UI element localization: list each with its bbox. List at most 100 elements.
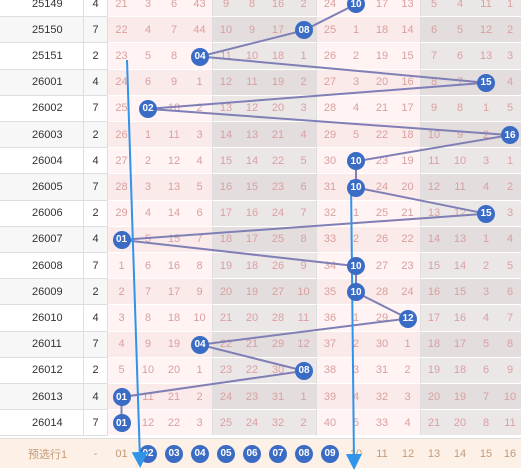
draw-ball[interactable]: 08: [295, 361, 313, 380]
number-cell: 23: [108, 43, 135, 70]
preselect-ball[interactable]: 06: [243, 444, 261, 463]
number-cell: 14: [421, 226, 447, 253]
number-cell: 18: [395, 122, 421, 149]
number-cell: 11: [239, 69, 265, 96]
preselect-cell[interactable]: 09: [317, 438, 343, 468]
issue-count: 7: [83, 174, 108, 201]
draw-ball[interactable]: 15: [477, 204, 495, 223]
draw-ball[interactable]: 08: [295, 21, 313, 40]
preselect-cell[interactable]: 01: [108, 438, 135, 468]
number-cell: 30: [369, 331, 395, 358]
number-cell: 3: [187, 410, 213, 437]
number-cell: 40: [317, 410, 343, 437]
draw-ball[interactable]: 10: [347, 283, 365, 302]
number-cell: 13: [213, 95, 239, 122]
number-cell: 1: [187, 69, 213, 96]
preselect-cell[interactable]: 14: [447, 438, 473, 468]
number-cell: 5: [291, 148, 317, 175]
number-cell: 10: [239, 43, 265, 70]
number-cell: 37: [317, 331, 343, 358]
preselect-cell[interactable]: 08: [291, 438, 317, 468]
number-cell: 21: [395, 200, 421, 227]
preselect-number[interactable]: 14: [453, 447, 467, 460]
draw-ball[interactable]: 10: [347, 178, 365, 197]
draw-ball[interactable]: 01: [112, 388, 131, 407]
preselect-cell[interactable]: 15: [473, 438, 499, 468]
draw-ball[interactable]: 16: [501, 126, 519, 145]
preselect-cell[interactable]: 13: [421, 438, 447, 468]
preselect-ball[interactable]: 05: [217, 444, 235, 463]
issue-number: 26008: [0, 253, 83, 280]
preselect-label: 预选行1: [0, 438, 83, 468]
number-cell: 15: [447, 279, 473, 306]
preselect-number[interactable]: 13: [427, 447, 441, 460]
draw-ball[interactable]: 10: [347, 257, 365, 276]
preselect-cell[interactable]: 07: [265, 438, 291, 468]
number-cell: 2: [108, 279, 135, 306]
number-cell: 3: [343, 357, 369, 384]
issue-count: 4: [83, 69, 108, 96]
number-cell: 7: [473, 384, 499, 411]
number-cell: 2: [343, 226, 369, 253]
number-cell: 5: [135, 226, 161, 253]
preselect-ball[interactable]: 09: [321, 444, 339, 463]
preselect-ball[interactable]: 02: [139, 444, 157, 463]
number-cell: 29: [108, 200, 135, 227]
number-cell: 8: [499, 331, 521, 358]
draw-ball[interactable]: 12: [399, 309, 417, 328]
number-cell: 27: [265, 279, 291, 306]
preselect-cell[interactable]: 12: [395, 438, 421, 468]
number-cell: 9: [291, 253, 317, 280]
issue-number: 26012: [0, 357, 83, 384]
preselect-cell[interactable]: 11: [369, 438, 395, 468]
number-cell: 4: [499, 69, 521, 96]
draw-ball[interactable]: 01: [112, 230, 131, 249]
issue-count: 7: [83, 253, 108, 280]
number-cell: 8: [187, 253, 213, 280]
preselect-number[interactable]: 01: [115, 447, 128, 460]
draw-ball[interactable]: 01: [112, 414, 131, 433]
preselect-cell[interactable]: 06: [239, 438, 265, 468]
preselect-ball[interactable]: 08: [295, 444, 313, 463]
preselect-number[interactable]: 10: [349, 447, 363, 460]
number-cell: 11: [161, 122, 187, 149]
preselect-number[interactable]: 12: [401, 447, 415, 460]
number-cell: 17: [395, 95, 421, 122]
preselect-number[interactable]: 11: [376, 447, 388, 460]
number-cell: 19: [447, 384, 473, 411]
preselect-ball[interactable]: 07: [269, 444, 287, 463]
number-cell: 3: [187, 122, 213, 149]
draw-ball[interactable]: 04: [191, 335, 209, 354]
number-cell: 27: [369, 253, 395, 280]
issue-number: 26011: [0, 331, 83, 358]
number-cell: 5: [499, 95, 521, 122]
number-cell: 15: [213, 148, 239, 175]
issue-count: 4: [83, 148, 108, 175]
number-cell: 2: [499, 17, 521, 44]
number-cell: 14: [395, 17, 421, 44]
draw-ball[interactable]: 10: [347, 0, 365, 14]
draw-ball[interactable]: 10: [347, 152, 365, 171]
preselect-cell[interactable]: 16: [499, 438, 521, 468]
number-cell: 19: [265, 69, 291, 96]
number-cell: 2: [135, 148, 161, 175]
number-cell: 24: [213, 384, 239, 411]
number-cell: 2: [499, 174, 521, 201]
draw-ball[interactable]: 02: [139, 99, 157, 118]
preselect-cell[interactable]: 03: [161, 438, 187, 468]
preselect-number[interactable]: 15: [479, 447, 493, 460]
preselect-number[interactable]: 16: [503, 447, 517, 460]
draw-ball[interactable]: 04: [191, 47, 209, 66]
number-cell: 21: [265, 122, 291, 149]
issue-count: 2: [83, 357, 108, 384]
number-cell: 5: [343, 122, 369, 149]
preselect-cell[interactable]: 04: [187, 438, 213, 468]
preselect-ball[interactable]: 03: [165, 444, 183, 463]
preselect-cell[interactable]: 05: [213, 438, 239, 468]
number-cell: 18: [421, 331, 447, 358]
preselect-cell[interactable]: 10: [343, 438, 369, 468]
preselect-cell[interactable]: 02: [135, 438, 161, 468]
draw-ball[interactable]: 15: [477, 73, 495, 92]
preselect-ball[interactable]: 04: [191, 444, 209, 463]
number-cell: 6: [291, 174, 317, 201]
